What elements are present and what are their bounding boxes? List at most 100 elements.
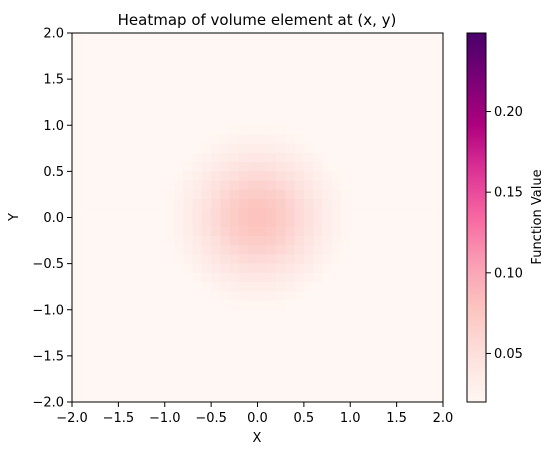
- heatmap-cell: [359, 134, 370, 145]
- heatmap-cell: [294, 254, 305, 265]
- heatmap-cell: [368, 33, 379, 43]
- heatmap-cell: [405, 300, 416, 311]
- heatmap-cell: [359, 355, 370, 366]
- heatmap-cell: [90, 162, 101, 172]
- heatmap-cell: [350, 189, 361, 200]
- heatmap-cell: [331, 51, 342, 62]
- heatmap-cell: [99, 365, 110, 375]
- heatmap-cell: [359, 383, 370, 394]
- heatmap-cell: [164, 97, 175, 108]
- heatmap-cell: [313, 217, 324, 228]
- heatmap-cell: [285, 392, 296, 403]
- heatmap-cell: [276, 383, 286, 394]
- heatmap-cell: [285, 254, 296, 265]
- heatmap-cell: [350, 272, 361, 283]
- heatmap-cell: [340, 199, 351, 209]
- heatmap-cell: [350, 60, 361, 71]
- heatmap-cell: [127, 42, 138, 53]
- heatmap-cell: [229, 374, 240, 385]
- heatmap-cell: [192, 134, 203, 145]
- heatmap-cell: [211, 374, 222, 385]
- heatmap-cell: [72, 33, 82, 43]
- heatmap-cell: [257, 226, 268, 237]
- heatmap-cell: [211, 33, 222, 43]
- heatmap-cell: [294, 328, 305, 339]
- heatmap-cell: [359, 79, 370, 89]
- heatmap-cell: [238, 217, 249, 228]
- heatmap-cell: [201, 337, 212, 348]
- heatmap-cell: [174, 152, 184, 163]
- heatmap-cell: [303, 208, 314, 219]
- heatmap-cell: [238, 106, 249, 117]
- heatmap-cell: [303, 88, 314, 99]
- heatmap-cell: [248, 365, 259, 375]
- heatmap-cell: [211, 328, 222, 339]
- heatmap-cell: [368, 134, 379, 145]
- heatmap-cell: [424, 263, 435, 274]
- heatmap-cell: [211, 383, 222, 394]
- heatmap-cell: [238, 51, 249, 62]
- heatmap-cell: [433, 300, 444, 311]
- heatmap-cell: [276, 309, 286, 320]
- heatmap-cell: [238, 189, 249, 200]
- heatmap-cell: [424, 33, 435, 43]
- heatmap-cell: [313, 152, 324, 163]
- heatmap-cell: [285, 374, 296, 385]
- heatmap-cell: [155, 254, 166, 265]
- heatmap-cell: [127, 291, 138, 302]
- heatmap-cell: [433, 125, 444, 136]
- heatmap-cell: [211, 189, 222, 200]
- heatmap-cell: [127, 245, 138, 255]
- heatmap-cell: [340, 152, 351, 163]
- heatmap-cell: [424, 69, 435, 80]
- heatmap-cell: [248, 69, 259, 80]
- heatmap-cell: [109, 282, 119, 292]
- heatmap-cell: [331, 171, 342, 182]
- heatmap-cell: [146, 365, 157, 375]
- heatmap-cell: [99, 162, 110, 172]
- heatmap-cell: [331, 180, 342, 191]
- heatmap-cell: [276, 79, 286, 89]
- heatmap-cell: [192, 69, 203, 80]
- heatmap-cell: [136, 254, 147, 265]
- heatmap-cell: [146, 226, 157, 237]
- heatmap-cell: [146, 328, 157, 339]
- heatmap-cell: [322, 337, 333, 348]
- heatmap-cell: [378, 152, 388, 163]
- heatmap-cell: [340, 143, 351, 154]
- heatmap-cell: [229, 392, 240, 403]
- heatmap-cell: [331, 318, 342, 329]
- heatmap-cell: [340, 88, 351, 99]
- heatmap-cell: [405, 69, 416, 80]
- heatmap-cell: [238, 355, 249, 366]
- heatmap-cell: [368, 365, 379, 375]
- heatmap-cell: [368, 116, 379, 126]
- heatmap-cell: [396, 60, 407, 71]
- heatmap-cell: [266, 125, 277, 136]
- heatmap-cell: [340, 51, 351, 62]
- heatmap-cell: [396, 162, 407, 172]
- heatmap-cell: [303, 272, 314, 283]
- heatmap-cell: [415, 162, 426, 172]
- heatmap-cell: [387, 355, 398, 366]
- heatmap-cell: [396, 318, 407, 329]
- heatmap-cell: [109, 291, 119, 302]
- heatmap-cell: [368, 143, 379, 154]
- heatmap-cell: [415, 199, 426, 209]
- heatmap-cell: [229, 60, 240, 71]
- heatmap-cell: [146, 199, 157, 209]
- heatmap-cell: [118, 245, 129, 255]
- heatmap-cell: [368, 235, 379, 246]
- heatmap-cell: [99, 355, 110, 366]
- heatmap-cell: [99, 33, 110, 43]
- heatmap-cell: [192, 125, 203, 136]
- heatmap-cell: [136, 346, 147, 357]
- heatmap-cell: [294, 60, 305, 71]
- heatmap-cell: [378, 60, 388, 71]
- heatmap-cell: [303, 365, 314, 375]
- heatmap-cell: [340, 365, 351, 375]
- heatmap-cell: [294, 282, 305, 292]
- heatmap-cell: [183, 328, 194, 339]
- heatmap-cell: [433, 162, 444, 172]
- heatmap-cell: [164, 355, 175, 366]
